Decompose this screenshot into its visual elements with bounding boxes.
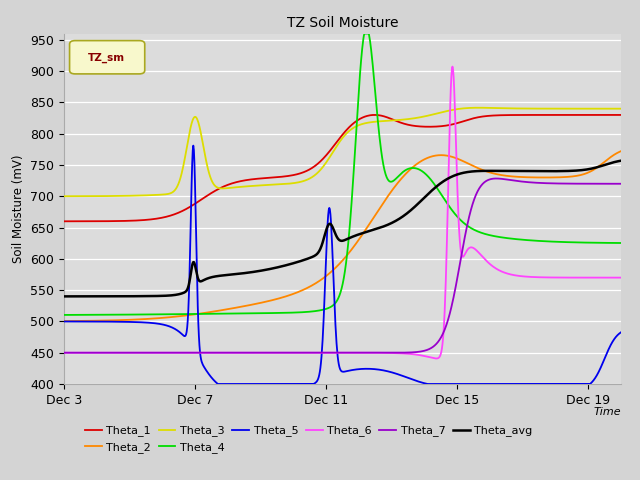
Theta_7 xyxy=(617,181,625,187)
Theta_2 xyxy=(117,317,125,323)
Theta_5 xyxy=(60,319,68,324)
Theta_2 xyxy=(494,172,502,178)
Theta_5 xyxy=(495,381,503,387)
Theta_3 xyxy=(617,106,625,111)
Theta_4 xyxy=(505,236,513,241)
Theta_7 xyxy=(60,350,68,356)
Theta_4 xyxy=(360,31,368,36)
Theta_1 xyxy=(505,112,513,118)
Line: Theta_7: Theta_7 xyxy=(64,179,621,353)
Theta_6 xyxy=(443,239,451,244)
Theta_7 xyxy=(443,321,451,326)
Theta_6 xyxy=(305,350,313,356)
Theta_1 xyxy=(617,112,625,118)
Theta_avg xyxy=(494,168,502,174)
Line: Theta_5: Theta_5 xyxy=(64,145,621,384)
Theta_3 xyxy=(475,105,483,110)
Theta_2 xyxy=(504,173,512,179)
Theta_6 xyxy=(60,350,68,356)
Theta_3 xyxy=(495,105,502,111)
Theta_5 xyxy=(506,381,513,387)
Y-axis label: Soil Moisture (mV): Soil Moisture (mV) xyxy=(12,155,25,263)
Theta_5 xyxy=(214,381,222,387)
Theta_4 xyxy=(60,312,68,318)
Theta_avg xyxy=(617,158,625,164)
Theta_3 xyxy=(117,193,125,199)
Theta_1 xyxy=(371,112,378,118)
Theta_7 xyxy=(493,176,500,181)
Theta_avg xyxy=(117,293,125,299)
Theta_6 xyxy=(449,64,456,70)
Line: Theta_6: Theta_6 xyxy=(64,67,621,359)
Theta_2 xyxy=(60,318,68,324)
Theta_4 xyxy=(443,200,451,206)
Line: Theta_4: Theta_4 xyxy=(64,34,621,315)
Theta_5 xyxy=(307,381,314,387)
Theta_avg xyxy=(305,255,313,261)
Theta_4 xyxy=(495,234,502,240)
Theta_6 xyxy=(117,350,125,356)
Theta_1 xyxy=(285,173,293,179)
Theta_avg xyxy=(285,262,293,267)
FancyBboxPatch shape xyxy=(70,41,145,74)
Theta_2 xyxy=(617,148,625,154)
Theta_avg xyxy=(504,168,512,174)
Theta_6 xyxy=(495,267,503,273)
Theta_1 xyxy=(495,112,502,118)
Text: TZ_sm: TZ_sm xyxy=(88,52,125,62)
Theta_1 xyxy=(60,218,68,224)
Theta_6 xyxy=(506,271,513,277)
Theta_7 xyxy=(305,350,313,356)
Theta_3 xyxy=(60,193,68,199)
Theta_1 xyxy=(117,218,125,224)
Theta_3 xyxy=(505,106,513,111)
Theta_5 xyxy=(617,330,625,336)
Line: Theta_2: Theta_2 xyxy=(64,151,621,321)
Theta_2 xyxy=(285,292,293,298)
Theta_1 xyxy=(305,167,313,172)
Theta_4 xyxy=(617,240,625,246)
Legend: Theta_1, Theta_2, Theta_3, Theta_4, Theta_5, Theta_6, Theta_7, Theta_avg: Theta_1, Theta_2, Theta_3, Theta_4, Thet… xyxy=(81,421,537,457)
Theta_2 xyxy=(442,153,450,158)
Theta_5 xyxy=(287,381,294,387)
Theta_5 xyxy=(444,381,451,387)
Theta_4 xyxy=(117,312,125,318)
Theta_3 xyxy=(442,108,450,114)
Line: Theta_3: Theta_3 xyxy=(64,108,621,196)
Line: Theta_1: Theta_1 xyxy=(64,115,621,221)
Theta_5 xyxy=(117,319,125,324)
Line: Theta_avg: Theta_avg xyxy=(64,161,621,296)
Theta_avg xyxy=(442,177,450,182)
Theta_7 xyxy=(285,350,293,356)
Theta_2 xyxy=(305,284,313,290)
Theta_3 xyxy=(305,176,313,181)
Theta_7 xyxy=(506,177,513,183)
Theta_3 xyxy=(285,181,293,187)
Theta_7 xyxy=(117,350,125,356)
Title: TZ Soil Moisture: TZ Soil Moisture xyxy=(287,16,398,30)
Theta_avg xyxy=(60,293,68,299)
Theta_6 xyxy=(617,275,625,280)
Theta_7 xyxy=(495,176,503,181)
Theta_6 xyxy=(285,350,293,356)
Text: Time: Time xyxy=(593,407,621,417)
Theta_5 xyxy=(189,143,197,148)
Theta_1 xyxy=(443,122,451,128)
Theta_4 xyxy=(285,310,293,316)
Theta_6 xyxy=(433,356,440,361)
Theta_7 xyxy=(378,350,385,356)
Theta_4 xyxy=(305,309,313,314)
